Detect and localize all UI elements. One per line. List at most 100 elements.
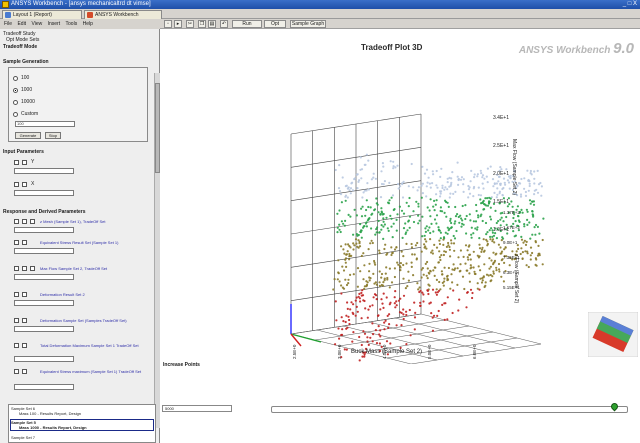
- menu-edit[interactable]: Edit: [17, 21, 27, 27]
- z-axis-label: Max Flow (Sample Set 2): [511, 139, 517, 196]
- tradeoff-3d-chart[interactable]: 3.4E+1 2.5E+1 2.0E+1 1.5E+1 1.0E+1 1.37E+2 1.1…: [271, 84, 571, 364]
- points-input[interactable]: 5000: [162, 405, 232, 412]
- data-point: [491, 240, 494, 243]
- data-point: [531, 213, 534, 216]
- response-4-link[interactable]: Deformation Result Set 2: [40, 292, 85, 297]
- points-slider[interactable]: [271, 406, 628, 413]
- response-2-link[interactable]: Equivalent Stress Result Set (Sample Set…: [40, 240, 119, 245]
- orientation-triad[interactable]: [588, 312, 638, 357]
- stop-button[interactable]: Stop: [45, 132, 61, 139]
- response-4-check-2[interactable]: [22, 292, 27, 297]
- radio-100[interactable]: [13, 76, 18, 81]
- breadcrumb-2[interactable]: Opt Mode Sets: [6, 37, 40, 43]
- left-scrollbar[interactable]: [154, 73, 160, 428]
- menu-insert[interactable]: Insert: [47, 21, 61, 27]
- data-point: [458, 298, 461, 301]
- open-icon[interactable]: ▸: [174, 20, 182, 28]
- response-1-field[interactable]: [14, 227, 74, 233]
- input-x-field[interactable]: [14, 190, 74, 196]
- radio-10000[interactable]: [13, 100, 18, 105]
- run-button[interactable]: Run: [232, 20, 262, 28]
- list-item-selected[interactable]: Sample Set 5 Mass 1000 - Results Report,…: [10, 419, 154, 431]
- data-point: [525, 240, 528, 243]
- response-3-check-2[interactable]: [22, 266, 27, 271]
- response-2-check-2[interactable]: [22, 240, 27, 245]
- paste-icon[interactable]: ▤: [208, 20, 216, 28]
- scrollbar-thumb[interactable]: [155, 83, 160, 173]
- new-icon[interactable]: ▫: [164, 20, 172, 28]
- breadcrumb-1[interactable]: Tradeoff Study: [3, 31, 36, 37]
- data-point: [457, 183, 460, 186]
- radio-1000[interactable]: [13, 88, 18, 93]
- response-1-check-2[interactable]: [22, 219, 27, 224]
- custom-sample-input[interactable]: 100: [15, 121, 75, 127]
- data-point: [417, 214, 420, 217]
- plot-area[interactable]: Tradeoff Plot 3D ANSYS Workbench 9.0 3.4…: [161, 29, 640, 443]
- opt-button[interactable]: Opt: [264, 20, 286, 28]
- menu-file[interactable]: File: [4, 21, 13, 27]
- response-7-field[interactable]: [14, 384, 74, 390]
- response-6-link[interactable]: Total Deformation Maximum Sample Set 1 T…: [40, 343, 139, 348]
- data-point: [365, 280, 368, 283]
- data-point: [511, 188, 515, 192]
- response-7-check-2[interactable]: [22, 369, 27, 374]
- input-y-field[interactable]: [14, 168, 74, 174]
- response-5-check-2[interactable]: [22, 318, 27, 323]
- data-point: [417, 202, 420, 205]
- response-3-field[interactable]: [14, 274, 74, 280]
- data-point: [426, 277, 429, 280]
- data-point: [488, 229, 491, 232]
- cut-icon[interactable]: ✂: [186, 20, 194, 28]
- response-7-link[interactable]: Equivalent Stress maximum (Sample Set 1)…: [40, 369, 142, 374]
- response-1-check[interactable]: [14, 219, 19, 224]
- response-1-link[interactable]: z Mesh (Sample Set 1), TradeOff Set: [40, 219, 106, 224]
- input-y-check[interactable]: [14, 160, 19, 165]
- response-3-check[interactable]: [14, 266, 19, 271]
- response-5-check[interactable]: [14, 318, 19, 323]
- response-4-check[interactable]: [14, 292, 19, 297]
- response-7-check[interactable]: [14, 369, 19, 374]
- data-point: [412, 186, 415, 189]
- radio-custom[interactable]: [13, 112, 18, 117]
- undo-icon[interactable]: ↶: [220, 20, 228, 28]
- response-6-check-2[interactable]: [22, 343, 27, 348]
- list-item[interactable]: Sample Set 6 Mass 100 - Results Report, …: [11, 406, 81, 416]
- data-point: [473, 272, 476, 275]
- copy-icon[interactable]: ❐: [198, 20, 206, 28]
- response-1-check-3[interactable]: [30, 219, 35, 224]
- data-point: [364, 347, 368, 350]
- window-controls[interactable]: _ □ X: [622, 1, 637, 7]
- data-point: [471, 291, 474, 295]
- sample-graph-button[interactable]: Sample Graph: [290, 20, 326, 28]
- data-point: [495, 221, 498, 225]
- response-4-field[interactable]: [14, 300, 74, 306]
- response-5-field[interactable]: [14, 326, 74, 332]
- response-2-check[interactable]: [14, 240, 19, 245]
- response-6-check[interactable]: [14, 343, 19, 348]
- data-point: [536, 254, 540, 257]
- list-item[interactable]: Sample Set 7: [11, 435, 35, 440]
- data-point: [360, 168, 364, 171]
- tab-layout[interactable]: Layout 1 (Report): [2, 10, 82, 19]
- data-point: [450, 226, 453, 229]
- response-5-link[interactable]: Deformation Sample Set (Samples TradeOff…: [40, 318, 127, 323]
- report-icon: [5, 12, 11, 18]
- input-x-check[interactable]: [14, 182, 19, 187]
- response-3-check-3[interactable]: [30, 266, 35, 271]
- generate-button[interactable]: Generate: [15, 132, 41, 139]
- menu-view[interactable]: View: [31, 21, 43, 27]
- data-point: [498, 169, 501, 172]
- input-x-check-2[interactable]: [22, 182, 27, 187]
- tab-workbench[interactable]: ANSYS Workbench: [84, 10, 162, 19]
- response-6-field[interactable]: [14, 356, 74, 362]
- data-point: [357, 180, 360, 183]
- input-y-check-2[interactable]: [22, 160, 27, 165]
- data-point: [411, 253, 414, 256]
- data-point: [425, 168, 429, 171]
- response-3-link[interactable]: Max Flow Sample Set 2, TradeOff Set: [40, 266, 108, 271]
- response-2-field[interactable]: [14, 248, 74, 254]
- menu-help[interactable]: Help: [82, 21, 93, 27]
- data-point: [467, 196, 470, 199]
- data-point: [499, 252, 502, 255]
- menu-tools[interactable]: Tools: [65, 21, 78, 27]
